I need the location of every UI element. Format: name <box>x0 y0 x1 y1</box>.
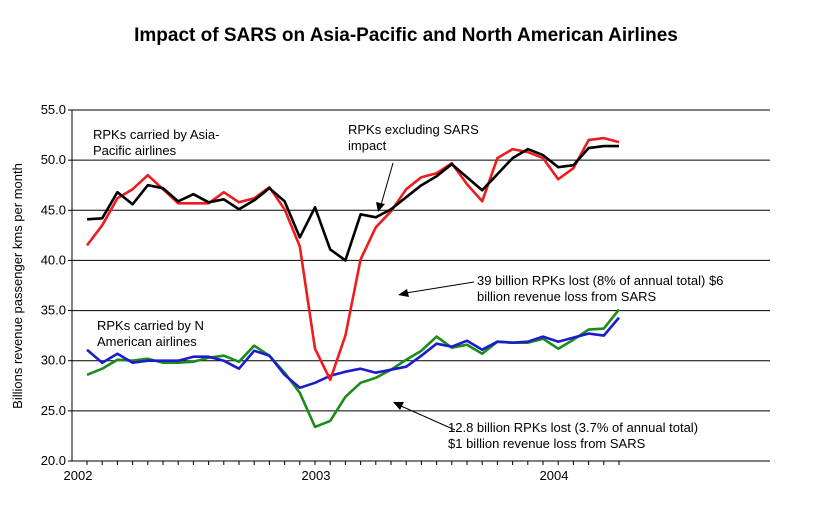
y-tick-label: 35.0 <box>41 303 66 318</box>
series-line-asia-excluding-sars <box>86 144 619 262</box>
annotation-asia-pacific: RPKs carried by Asia-Pacific airlines <box>93 127 219 158</box>
y-tick-label: 30.0 <box>41 353 66 368</box>
series-group <box>85 136 621 429</box>
arrow-shaft-excluding-sars <box>380 162 394 206</box>
y-tick-label: 45.0 <box>41 202 66 217</box>
x-tick-labels: 2002 2003 2004 <box>64 461 620 483</box>
annotation-asia-loss: 39 billion RPKs lost (8% of annual total… <box>477 273 723 304</box>
y-tick-label: 50.0 <box>41 152 66 167</box>
grid-lines <box>68 109 770 462</box>
y-axis-label: Billions revenue passenger kms per month <box>10 163 25 409</box>
y-tick-label: 25.0 <box>41 403 66 418</box>
annotation-north-america: RPKs carried by N American airlines <box>97 318 204 349</box>
arrow-head-asia-loss <box>398 289 409 297</box>
arrow-head-na-loss <box>393 402 404 410</box>
annotation-na-loss: 12.8 billion RPKs lost (3.7% of annual t… <box>448 420 698 451</box>
y-tick-labels: 20.0 25.0 30.0 35.0 40.0 45.0 50.0 55.0 <box>41 102 66 468</box>
chart-title: Impact of SARS on Asia-Pacific and North… <box>134 25 678 46</box>
y-tick-label: 55.0 <box>41 102 66 117</box>
y-tick-label: 20.0 <box>41 453 66 468</box>
x-tick-label: 2003 <box>302 468 331 483</box>
x-tick-label: 2004 <box>540 468 569 483</box>
x-tick-label: 2002 <box>64 468 93 483</box>
annotation-excluding-sars: RPKs excluding SARS impact <box>348 122 479 153</box>
series-line-na-excluding-sars <box>86 316 620 390</box>
arrow-head-excluding-sars <box>376 202 385 212</box>
arrow-shaft-asia-loss <box>405 281 475 294</box>
arrow-shaft-na-loss <box>400 405 456 431</box>
annotations: RPKs carried by Asia-Pacific airlines RPK… <box>93 122 723 451</box>
y-tick-label: 40.0 <box>41 252 66 267</box>
annotation-arrows <box>376 162 475 431</box>
series-line-asia-actual <box>85 136 620 382</box>
